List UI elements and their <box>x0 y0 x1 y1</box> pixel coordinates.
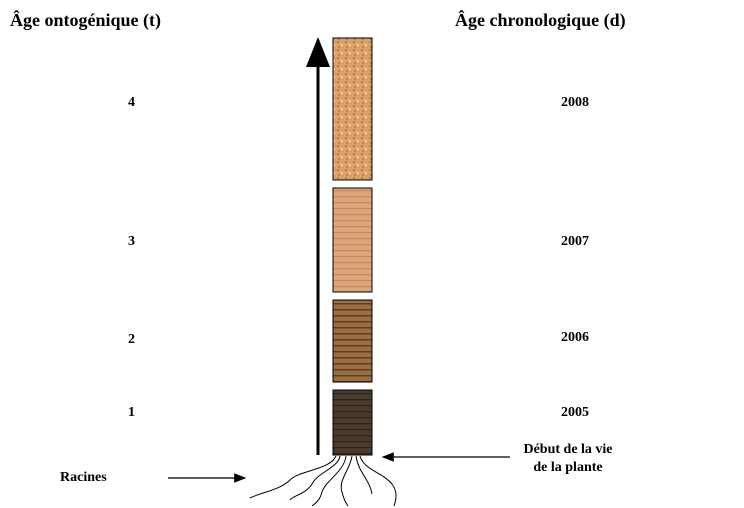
chronological-age: 2007 <box>561 234 589 249</box>
chronological-age: 2006 <box>561 330 589 345</box>
ontogenic-age: 3 <box>128 234 135 249</box>
start-label: Début de la vie <box>523 442 612 457</box>
ontogenic-age: 2 <box>128 332 135 347</box>
segment <box>332 299 373 383</box>
left-header: Âge ontogénique (t) <box>10 9 161 31</box>
start-label: de la plante <box>533 460 602 475</box>
right-header: Âge chronologique (d) <box>455 9 626 31</box>
segment <box>332 187 373 293</box>
roots-label: Racines <box>60 470 107 485</box>
roots <box>249 455 397 507</box>
chronological-age: 2008 <box>561 95 589 110</box>
segment <box>332 389 373 456</box>
ontogenic-age: 4 <box>128 95 135 110</box>
segment <box>332 37 373 181</box>
ontogenic-age: 1 <box>128 405 135 420</box>
chronological-age: 2005 <box>561 405 589 420</box>
